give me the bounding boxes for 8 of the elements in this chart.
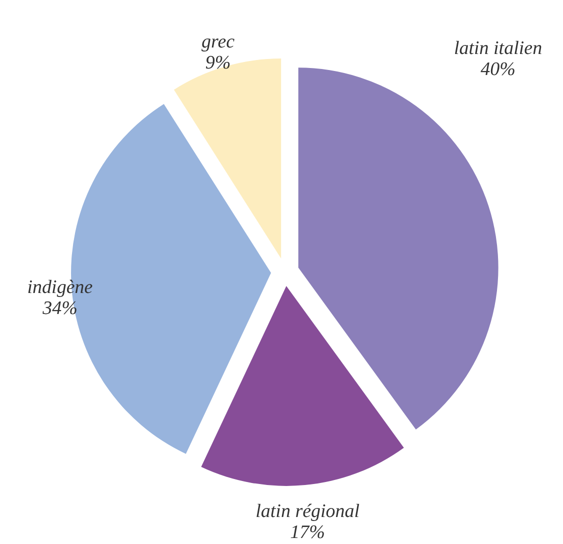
data-label: 9% bbox=[205, 52, 231, 74]
slice-label: grec bbox=[202, 32, 236, 53]
slice-label: latin italien bbox=[454, 38, 542, 59]
slice-label: indigène bbox=[27, 277, 93, 298]
data-label: 17% bbox=[290, 522, 325, 543]
data-label: 34% bbox=[42, 298, 78, 320]
data-label: 40% bbox=[480, 58, 516, 80]
slice-label: latin régional bbox=[256, 500, 360, 522]
